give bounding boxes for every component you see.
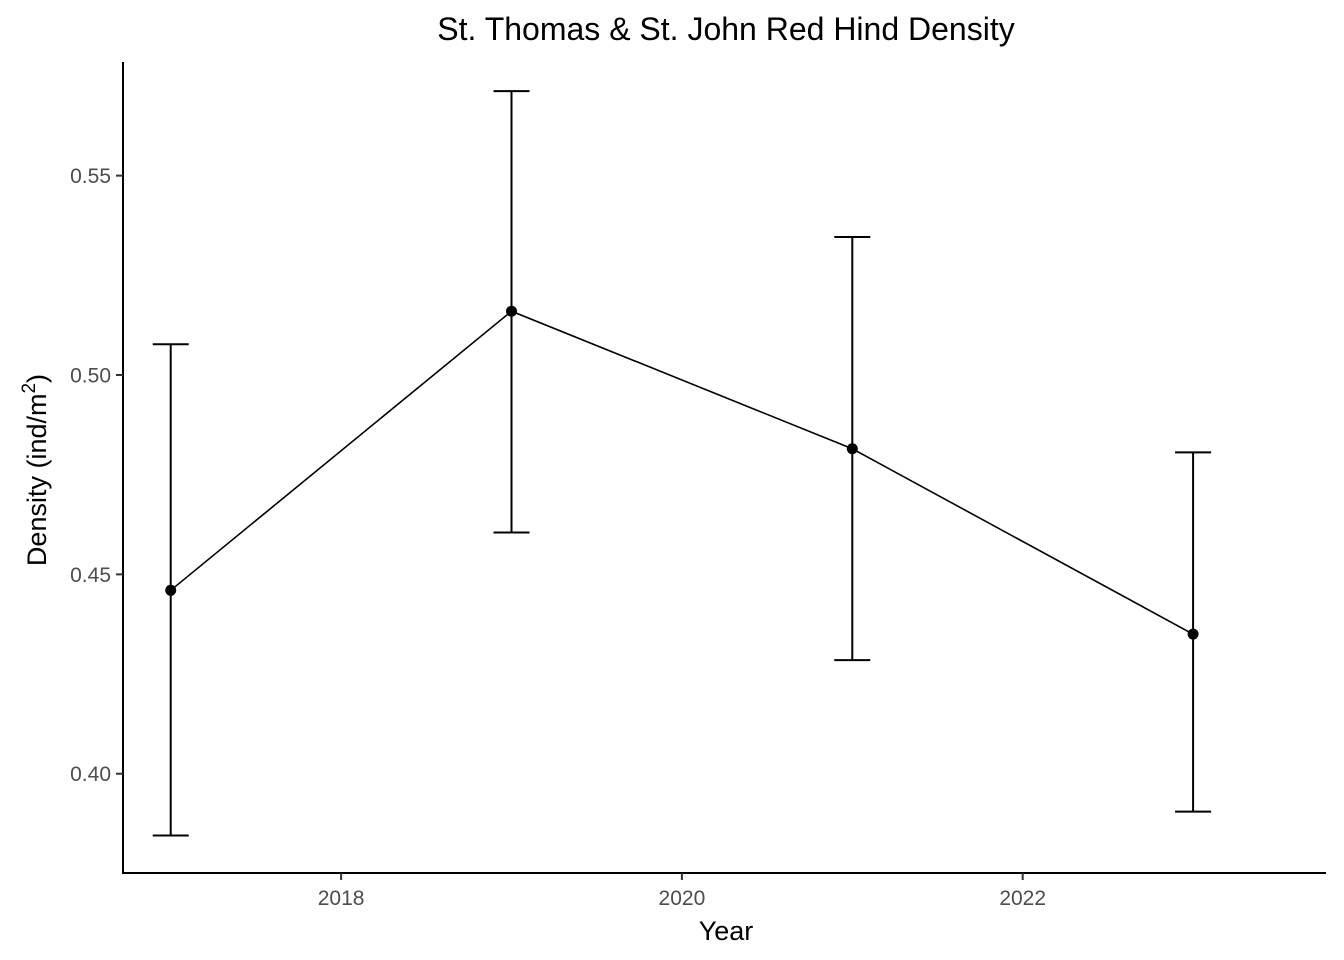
- data-point: [165, 584, 177, 596]
- x-tick-label: 2018: [318, 887, 365, 910]
- plot-area: [152, 90, 1212, 837]
- series-layer: [152, 90, 1212, 837]
- y-tick-label: 0.40: [70, 763, 111, 786]
- y-axis-title-main: Density (ind/m: [22, 394, 52, 567]
- y-tick-label: 0.50: [70, 364, 111, 387]
- y-axis-title-superscript: 2: [19, 383, 40, 394]
- chart-title: St. Thomas & St. John Red Hind Density: [437, 11, 1014, 47]
- series-line: [170, 310, 1194, 635]
- data-point: [506, 305, 518, 317]
- x-tick-label: 2020: [659, 887, 706, 910]
- y-axis-ticks: 0.40 0.45 0.50 0.55: [70, 165, 123, 786]
- data-point: [846, 443, 858, 455]
- y-tick-label: 0.45: [70, 564, 111, 587]
- y-tick-label: 0.55: [70, 165, 111, 188]
- y-axis-title: Density (ind/m2): [19, 374, 52, 566]
- x-axis-ticks: 2018 2020 2022: [318, 873, 1046, 910]
- x-tick-label: 2022: [999, 887, 1046, 910]
- data-point: [1187, 628, 1199, 640]
- x-axis-title: Year: [699, 916, 754, 946]
- y-axis-title-suffix: ): [22, 374, 52, 383]
